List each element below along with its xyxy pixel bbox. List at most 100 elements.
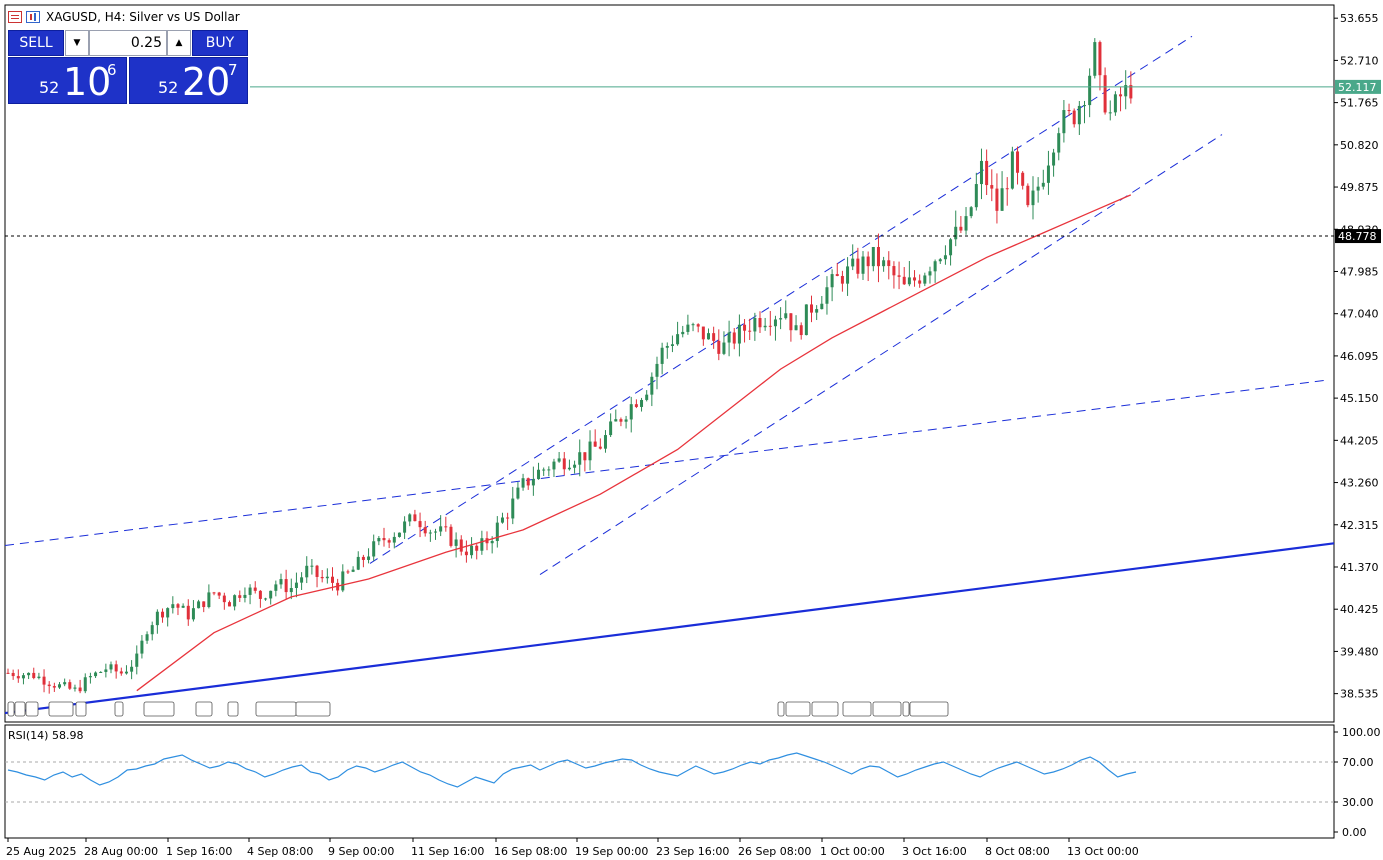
candle-body [876,247,880,267]
candle-body [248,587,252,595]
sell-button[interactable]: SELL [8,30,64,56]
volume-input[interactable]: 0.25 [89,30,167,56]
candle-body [1041,182,1045,187]
candle-body [1031,190,1035,206]
candle-body [1026,185,1030,206]
candle-body [851,258,855,267]
candle-body [439,526,443,532]
candle-body [665,345,669,348]
time-tick-label: 28 Aug 00:00 [84,845,158,858]
candle-body [583,452,587,461]
candle-body [701,326,705,340]
candle-body [6,672,10,674]
volume-decrease-button[interactable]: ▼ [65,30,89,56]
candle-body [557,458,561,462]
candle-body [686,324,690,332]
candle-body [650,376,654,395]
trend-channels[interactable] [4,35,1335,715]
candle-body [58,684,62,688]
session-marker [114,701,124,717]
rsi-tick-label: 70.00 [1342,756,1374,769]
upper-channel-line [369,35,1193,564]
candle-body [717,340,721,354]
candle-body [578,452,582,465]
current-price-tag [1335,79,1381,94]
candle-body [712,333,716,341]
candle-body [47,684,51,687]
candle-body [135,653,139,667]
candle-body [655,363,659,377]
price-tick-label: 44.205 [1340,434,1379,447]
candle-body [1052,152,1056,166]
candle-body [722,342,726,354]
candle-body [949,239,953,256]
candle-body [938,259,942,262]
candle-body [598,446,602,449]
candle-body [810,304,814,313]
candle-body [506,517,510,519]
chart-title: XAGUSD, H4: Silver vs US Dollar [46,10,240,24]
price-tick-label: 52.710 [1340,54,1379,67]
candle-body [181,605,185,608]
candle-body [1093,42,1097,76]
candle-body [923,275,927,284]
candle-body [681,331,685,335]
volume-increase-button[interactable]: ▲ [167,30,191,56]
candle-body [289,587,293,593]
candle-body [186,605,190,620]
candle-body [820,303,824,310]
candle-body [387,540,391,543]
candle-body [1036,186,1040,191]
candle-body [840,275,844,284]
caret-down-icon: ▼ [73,38,81,48]
bid-price-pip: 6 [107,61,117,79]
candle-body [212,592,216,594]
candle-body [361,556,365,560]
candle-body [676,334,680,345]
time-tick-label: 23 Sep 16:00 [656,845,729,858]
chart-type-icon[interactable] [26,11,40,23]
candle-body [191,608,195,620]
candle-body [130,666,134,672]
price-tick-label: 40.425 [1340,603,1379,616]
candle-body [269,590,273,599]
time-tick-label: 4 Sep 08:00 [247,845,313,858]
candle-body [294,582,298,588]
candle-body [609,421,613,436]
candle-body [511,498,515,519]
caret-up-icon: ▲ [175,38,183,48]
candle-body [670,344,674,346]
candle-body [727,332,731,343]
price-tick-label: 43.260 [1340,477,1379,490]
candle-body [320,576,324,579]
candle-body [114,664,118,672]
rsi-tick-label: 0.00 [1342,826,1367,839]
candle-body [784,313,788,319]
candle-body [1124,85,1128,97]
candle-body [861,256,865,274]
candle-body [346,571,350,573]
price-levels[interactable]: 52.117 48.778 [5,79,1381,244]
session-marker [25,701,39,717]
candle-body [516,487,520,499]
main-pane-border [4,4,1335,723]
ask-price-button[interactable]: 52 20 7 [129,57,248,104]
candle-body [1072,110,1076,125]
time-tick-label: 13 Oct 00:00 [1067,845,1139,858]
candle-body [145,634,149,641]
menu-list-icon[interactable] [8,11,22,23]
buy-button[interactable]: BUY [192,30,248,56]
candle-body [892,266,896,276]
session-marker [227,701,239,717]
candle-body [150,625,154,635]
current-price-label: 52.117 [1338,81,1377,94]
candle-body [434,531,438,533]
candle-body [567,467,571,470]
bid-price-button[interactable]: 52 10 6 [8,57,127,104]
price-tick-label: 49.875 [1340,181,1379,194]
candle-body [779,318,783,320]
candle-body [913,277,917,281]
candle-body [32,672,36,679]
rsi-title: RSI(14) 58.98 [8,729,84,742]
